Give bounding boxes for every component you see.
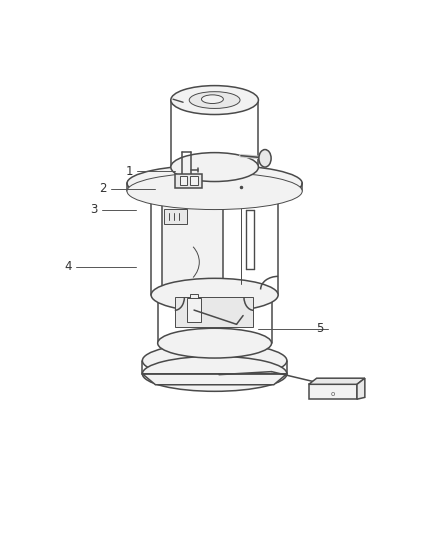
Polygon shape bbox=[357, 378, 365, 399]
Bar bbox=[164, 209, 187, 224]
Bar bbox=[187, 298, 201, 322]
Ellipse shape bbox=[259, 150, 271, 167]
Text: 5: 5 bbox=[316, 322, 323, 335]
Ellipse shape bbox=[151, 167, 278, 200]
Bar bbox=[190, 294, 198, 298]
Polygon shape bbox=[142, 374, 287, 385]
Text: 1: 1 bbox=[125, 165, 133, 177]
Ellipse shape bbox=[151, 278, 278, 312]
Text: 2: 2 bbox=[99, 182, 107, 195]
Ellipse shape bbox=[158, 280, 272, 310]
Ellipse shape bbox=[201, 95, 223, 103]
Bar bbox=[309, 384, 357, 399]
Ellipse shape bbox=[189, 92, 240, 108]
Bar bbox=[175, 297, 253, 327]
Bar bbox=[180, 176, 187, 185]
Ellipse shape bbox=[142, 356, 287, 391]
Ellipse shape bbox=[127, 165, 302, 201]
Ellipse shape bbox=[142, 343, 287, 378]
Text: 3: 3 bbox=[91, 203, 98, 216]
Ellipse shape bbox=[171, 86, 258, 115]
Bar bbox=[162, 203, 223, 286]
Text: o: o bbox=[331, 391, 335, 397]
Polygon shape bbox=[309, 378, 365, 384]
Ellipse shape bbox=[158, 328, 272, 358]
Bar bbox=[190, 176, 198, 185]
Bar bbox=[175, 174, 202, 188]
Ellipse shape bbox=[171, 152, 258, 182]
Ellipse shape bbox=[127, 173, 302, 209]
Text: 4: 4 bbox=[64, 260, 72, 273]
